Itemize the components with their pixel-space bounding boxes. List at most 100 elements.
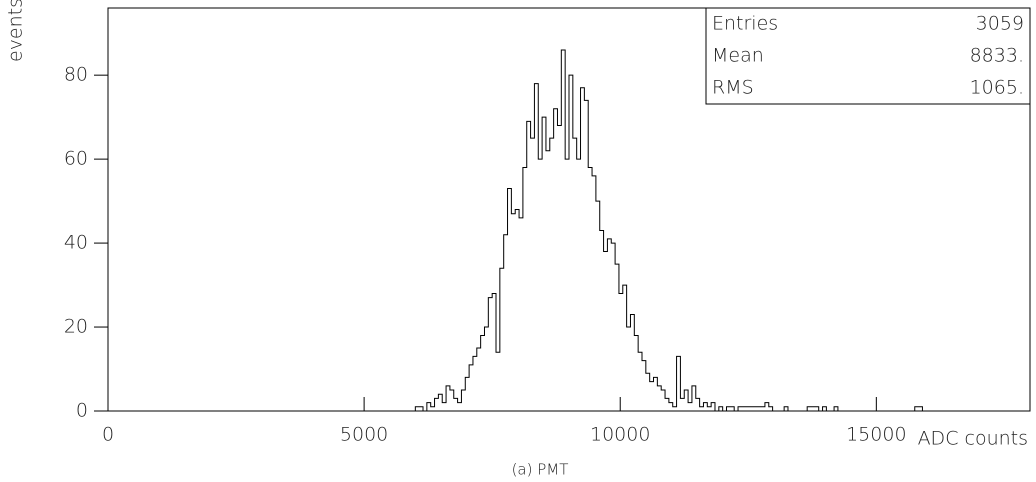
x-tick-label: 0 [102,424,114,446]
histogram-bar [431,407,435,411]
histogram-bar [684,390,688,411]
histogram-bar [654,377,658,411]
x-tick-label: 10000 [590,424,650,446]
histogram-bar [596,201,600,411]
histogram-bar [607,239,611,411]
histogram-bar [730,407,734,411]
histogram-bar [765,403,769,411]
histogram-bar [557,126,561,411]
histogram-bar [438,394,442,411]
histogram-bar [500,268,504,411]
histogram-bar [465,377,469,411]
histogram-bar [577,159,581,411]
histogram-bar [584,100,588,411]
x-tick-label: 5000 [340,424,388,446]
histogram-bar [477,348,481,411]
histogram-bar [646,373,650,411]
histogram-bar [519,218,523,411]
caption: (a) PMT [512,461,569,479]
histogram-bar [469,365,473,411]
histogram-bar [692,386,696,411]
stats-label: Entries [712,13,778,35]
histogram-bar [511,214,515,411]
histogram-bar [615,264,619,411]
histogram-bar [700,407,704,411]
x-axis-label: ADC counts [918,428,1028,450]
y-tick-label: 80 [64,64,88,86]
histogram-bar [592,176,596,411]
histogram-bar [688,403,692,411]
histogram-bar [442,403,446,411]
histogram-bar [753,407,757,411]
histogram-bar [515,210,519,412]
y-tick-label: 0 [76,400,88,422]
histogram-bar [481,335,485,411]
histogram-bar [727,407,731,411]
y-tick-label: 60 [64,148,88,170]
histogram-bar [761,407,765,411]
histogram-bar [611,243,615,411]
histogram-bar [454,398,458,411]
histogram-bar [450,390,454,411]
histogram-bar [811,407,815,411]
stats-box [705,7,1031,105]
stats-value: 8833. [970,45,1024,67]
histogram-bar [569,75,573,411]
histogram-bar [561,50,565,411]
histogram-bar [680,398,684,411]
histogram-bar [703,403,707,411]
histogram-bar [446,386,450,411]
histogram-bar [638,352,642,411]
plot-frame [107,7,1031,412]
histogram-bar [538,159,542,411]
histogram-bar [604,251,608,411]
histogram-bar [427,403,431,411]
y-axis-label: events [5,0,27,62]
histogram-bar [665,398,669,411]
histogram-bar [657,386,661,411]
x-tick-label: 15000 [846,424,906,446]
stats-label: Mean [712,45,764,67]
histogram-bar [504,235,508,411]
stats-value: 1065. [970,77,1024,99]
histogram-bar [815,407,819,411]
histogram-bar [473,356,477,411]
histogram-bar [531,138,535,411]
histogram-bar [581,88,585,411]
histogram-bar [696,398,700,411]
histogram-bar [919,407,923,411]
histogram-bar [677,356,681,411]
histogram-bar [534,84,538,411]
histogram-bar [711,403,715,411]
histogram-bar [642,361,646,411]
histogram-bar [719,407,723,411]
histogram-bar [669,403,673,411]
histogram-bar [757,407,761,411]
histogram-bar [523,168,527,411]
histogram-bar [750,407,754,411]
histogram-bar [742,407,746,411]
histogram-bar [573,138,577,411]
histogram-bar [488,298,492,411]
histogram-bar [619,293,623,411]
histogram-bar [546,151,550,411]
histogram-bar [492,293,496,411]
histogram-bar [661,390,665,411]
histogram-bar [542,117,546,411]
histogram-bar [738,407,742,411]
histogram-bar [627,327,631,411]
histogram-bar [807,407,811,411]
y-tick-label: 40 [64,232,88,254]
stats-label: RMS [712,77,754,99]
histogram-bar [707,407,711,411]
histogram-bar [915,407,919,411]
histogram-bar [419,407,423,411]
histogram-bar [623,285,627,411]
histogram-bar [554,109,558,411]
stats-value: 3059 [976,13,1024,35]
histogram-bar [600,230,604,411]
histogram-bar [458,403,462,411]
histogram-bar [508,189,512,411]
histogram-bar [565,159,569,411]
